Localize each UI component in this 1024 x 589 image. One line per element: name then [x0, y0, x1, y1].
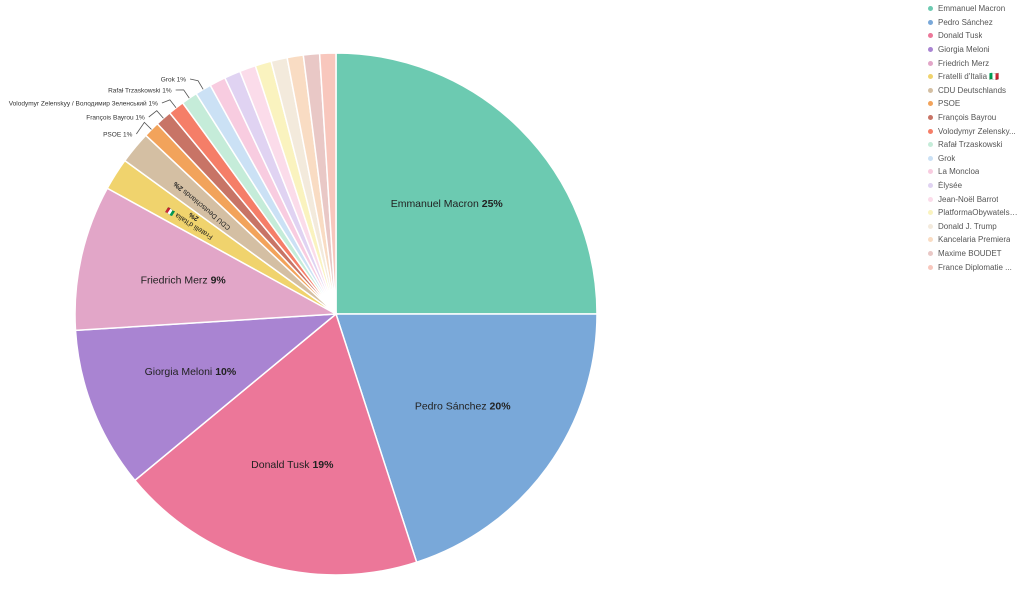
legend-label: Donald J. Trump — [938, 221, 997, 231]
legend-label: Grok — [938, 153, 956, 163]
slice-label-giorgia-meloni: Giorgia Meloni 10% — [145, 366, 237, 378]
pie-slice-france-diplomatie[interactable] — [318, 52, 337, 315]
legend-item-friedrich-merz[interactable]: Friedrich Merz — [928, 56, 1024, 70]
legend-item-giorgia-meloni[interactable]: Giorgia Meloni — [928, 43, 1024, 57]
legend-label: La Moncloa — [938, 167, 980, 177]
legend-swatch — [928, 128, 933, 134]
legend-label: CDU Deutschlands — [938, 85, 1007, 95]
legend-swatch — [928, 155, 933, 161]
legend-item-donald-j-trump[interactable]: Donald J. Trump — [928, 220, 1024, 234]
legend-label: Friedrich Merz — [938, 58, 990, 68]
leader-line — [136, 121, 152, 135]
legend-swatch — [928, 6, 933, 12]
legend-swatch — [928, 60, 933, 66]
legend-item-volodymyr-zelenskyy[interactable]: Volodymyr Zelensky... — [928, 124, 1024, 138]
leader-line — [175, 89, 190, 99]
legend-label: Élysée — [938, 181, 963, 191]
legend-swatch — [928, 142, 933, 148]
slice-label-emmanuel-macron: Emmanuel Macron 25% — [391, 198, 504, 210]
legend-label: François Bayrou — [938, 113, 997, 123]
legend-swatch — [928, 115, 933, 121]
pie-slice-pedro-sanchez[interactable] — [334, 313, 598, 564]
chart-legend: Emmanuel Macron Pedro Sánchez Donald Tusk G… — [928, 2, 1024, 274]
slice-label-friedrich-merz: Friedrich Merz 9% — [141, 274, 227, 286]
legend-item-pedro-sanchez[interactable]: Pedro Sánchez — [928, 16, 1024, 30]
legend-swatch — [928, 47, 933, 53]
outside-label-volodymyr-zelenskyy: Volodymyr Zelenskyy / Володимир Зеленськ… — [9, 100, 158, 108]
leader-line — [161, 99, 177, 109]
legend-swatch — [928, 250, 933, 256]
outside-label-francois-bayrou: François Bayrou 1% — [86, 115, 145, 122]
legend-item-rafa-trzaskowski[interactable]: Rafał Trzaskowski — [928, 138, 1024, 152]
legend-label: Donald Tusk — [938, 31, 983, 41]
legend-label: Kancelaria Premiera — [938, 235, 1011, 245]
pie-slice-friedrich-merz[interactable] — [74, 187, 339, 332]
legend-label: Giorgia Meloni — [938, 45, 990, 55]
legend-swatch — [928, 183, 933, 189]
legend-label: Rafał Trzaskowski — [938, 140, 1003, 150]
leader-line — [189, 78, 204, 90]
legend-swatch — [928, 33, 933, 39]
legend-label: PlatformaObywatelska — [938, 208, 1018, 218]
pie-slice-giorgia-meloni[interactable] — [74, 313, 339, 482]
legend-label: Pedro Sánchez — [938, 17, 993, 27]
outside-label-grok: Grok 1% — [161, 77, 187, 84]
legend-item-fratelli-d-italia[interactable]: Fratelli d'Italia 🇮🇹 — [928, 70, 1024, 84]
legend-item-platformaobywatelska[interactable]: PlatformaObywatelska — [928, 206, 1024, 220]
legend-item-kancelaria-premiera[interactable]: Kancelaria Premiera — [928, 233, 1024, 247]
leader-line — [148, 110, 164, 119]
legend-swatch — [928, 19, 933, 25]
legend-item-maxime-boudet[interactable]: Maxime BOUDET — [928, 247, 1024, 261]
pie-slice-donald-tusk[interactable] — [133, 312, 418, 576]
legend-label: PSOE — [938, 99, 961, 109]
legend-swatch — [928, 101, 933, 107]
legend-item-donald-tusk[interactable]: Donald Tusk — [928, 29, 1024, 43]
slice-label-donald-tusk: Donald Tusk 19% — [251, 459, 334, 471]
legend-item-jean-noel-barrot[interactable]: Jean-Noël Barrot — [928, 192, 1024, 206]
legend-swatch — [928, 264, 933, 270]
outside-label-rafa-trzaskowski: Rafał Trzaskowski 1% — [108, 88, 172, 95]
legend-label: Emmanuel Macron — [938, 4, 1006, 14]
pie-slice-emmanuel-macron[interactable] — [335, 52, 598, 315]
legend-item-psoe[interactable]: PSOE — [928, 97, 1024, 111]
legend-swatch — [928, 74, 933, 80]
legend-item-france-diplomatie[interactable]: France Diplomatie ... — [928, 260, 1024, 274]
legend-label: Volodymyr Zelensky... — [938, 126, 1016, 136]
legend-swatch — [928, 223, 933, 229]
legend-label: France Diplomatie ... — [938, 262, 1012, 272]
legend-item-grok[interactable]: Grok — [928, 152, 1024, 166]
legend-swatch — [928, 196, 933, 202]
legend-item-cdu-deutschlands[interactable]: CDU Deutschlands — [928, 84, 1024, 98]
outside-label-psoe: PSOE 1% — [103, 132, 132, 139]
legend-swatch — [928, 237, 933, 243]
legend-swatch — [928, 210, 933, 216]
legend-swatch — [928, 87, 933, 93]
slice-label-pedro-sanchez: Pedro Sánchez 20% — [415, 401, 511, 413]
legend-label: Jean-Noël Barrot — [938, 194, 999, 204]
legend-label: Maxime BOUDET — [938, 248, 1002, 258]
legend-item-francois-bayrou[interactable]: François Bayrou — [928, 111, 1024, 125]
legend-item-la-moncloa[interactable]: La Moncloa — [928, 165, 1024, 179]
legend-item-elysee[interactable]: Élysée — [928, 179, 1024, 193]
legend-label: Fratelli d'Italia 🇮🇹 — [938, 72, 1000, 82]
legend-item-emmanuel-macron[interactable]: Emmanuel Macron — [928, 2, 1024, 16]
legend-swatch — [928, 169, 933, 175]
